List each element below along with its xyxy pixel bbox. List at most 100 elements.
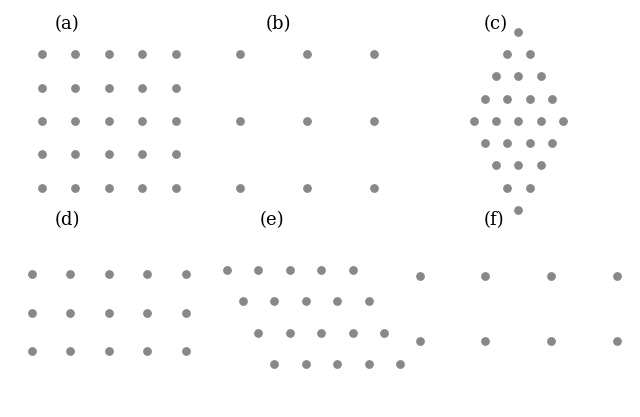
Point <box>468 118 479 124</box>
Point <box>37 84 47 91</box>
Point <box>502 140 513 146</box>
Point <box>180 271 191 278</box>
Point <box>70 184 81 191</box>
Point <box>27 348 37 354</box>
Point <box>104 348 114 354</box>
Point <box>316 266 326 273</box>
Point <box>170 184 180 191</box>
Point <box>27 309 37 316</box>
Point <box>142 271 152 278</box>
Point <box>348 266 358 273</box>
Point <box>253 329 264 336</box>
Point <box>301 361 311 367</box>
Point <box>612 338 622 345</box>
Point <box>491 118 501 124</box>
Point <box>236 118 246 124</box>
Point <box>332 361 342 367</box>
Point <box>137 51 147 58</box>
Point <box>513 29 524 35</box>
Point <box>480 140 490 146</box>
Point <box>369 51 379 58</box>
Point <box>348 329 358 336</box>
Point <box>269 361 279 367</box>
Text: (b): (b) <box>266 15 291 33</box>
Point <box>65 348 76 354</box>
Point <box>480 95 490 102</box>
Text: (f): (f) <box>483 211 504 229</box>
Point <box>513 73 524 80</box>
Text: (d): (d) <box>54 211 80 229</box>
Point <box>285 266 295 273</box>
Point <box>502 51 513 58</box>
Point <box>536 162 546 169</box>
Point <box>481 338 491 345</box>
Point <box>302 184 312 191</box>
Point <box>137 118 147 124</box>
Point <box>364 361 374 367</box>
Point <box>170 118 180 124</box>
Point <box>236 184 246 191</box>
Point <box>70 51 81 58</box>
Point <box>137 184 147 191</box>
Point <box>65 309 76 316</box>
Point <box>524 140 534 146</box>
Point <box>104 84 114 91</box>
Point <box>104 51 114 58</box>
Point <box>142 348 152 354</box>
Point <box>302 118 312 124</box>
Point <box>237 298 248 304</box>
Point <box>142 309 152 316</box>
Point <box>70 118 81 124</box>
Point <box>170 51 180 58</box>
Point <box>137 84 147 91</box>
Point <box>612 272 622 279</box>
Point <box>37 118 47 124</box>
Point <box>513 118 524 124</box>
Text: (a): (a) <box>54 15 79 33</box>
Point <box>170 151 180 158</box>
Point <box>302 51 312 58</box>
Point <box>547 95 557 102</box>
Point <box>415 272 425 279</box>
Point <box>546 272 556 279</box>
Point <box>180 348 191 354</box>
Point <box>170 84 180 91</box>
Point <box>491 73 501 80</box>
Point <box>502 184 513 191</box>
Point <box>180 309 191 316</box>
Point <box>332 298 342 304</box>
Point <box>37 151 47 158</box>
Point <box>513 206 524 213</box>
Point <box>137 151 147 158</box>
Point <box>70 84 81 91</box>
Point <box>558 118 568 124</box>
Point <box>236 51 246 58</box>
Point <box>547 140 557 146</box>
Point <box>104 151 114 158</box>
Point <box>37 51 47 58</box>
Point <box>369 184 379 191</box>
Point <box>222 266 232 273</box>
Point <box>301 298 311 304</box>
Point <box>524 51 534 58</box>
Point <box>369 118 379 124</box>
Point <box>70 151 81 158</box>
Point <box>285 329 295 336</box>
Point <box>415 338 425 345</box>
Point <box>316 329 326 336</box>
Point <box>395 361 405 367</box>
Point <box>104 118 114 124</box>
Point <box>513 162 524 169</box>
Point <box>536 118 546 124</box>
Point <box>253 266 264 273</box>
Point <box>491 162 501 169</box>
Point <box>104 271 114 278</box>
Point <box>65 271 76 278</box>
Point <box>364 298 374 304</box>
Text: (e): (e) <box>259 211 284 229</box>
Point <box>37 184 47 191</box>
Point <box>27 271 37 278</box>
Point <box>269 298 279 304</box>
Text: (c): (c) <box>483 15 508 33</box>
Point <box>524 184 534 191</box>
